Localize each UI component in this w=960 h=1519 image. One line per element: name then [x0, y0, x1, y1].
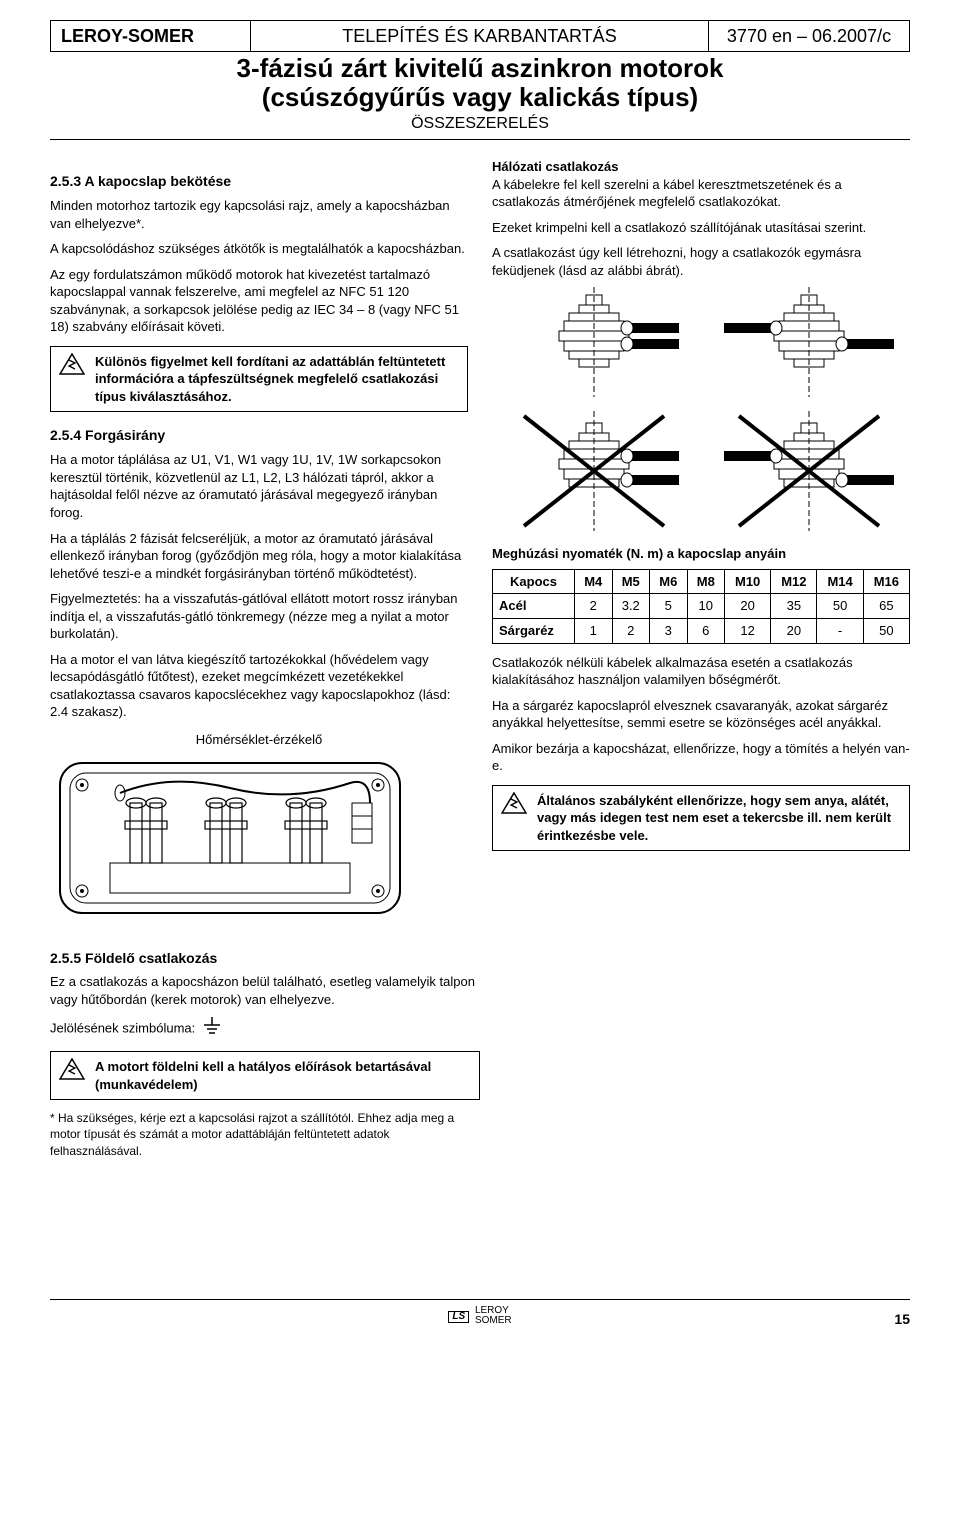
th-m12: M12	[771, 569, 817, 594]
cell: 50	[863, 619, 909, 644]
cell: 10	[687, 594, 725, 619]
cell: 3	[650, 619, 688, 644]
connection-diagram-2	[724, 287, 894, 397]
s255-p2: Jelölésének szimbóluma:	[50, 1017, 480, 1042]
logo-ls-icon: LS	[448, 1311, 469, 1324]
title-line1: 3-fázisú zárt kivitelű aszinkron motorok	[50, 54, 910, 83]
row-brass-label: Sárgaréz	[493, 619, 575, 644]
s255-footnote: * Ha szükséges, kérje ezt a kapcsolási r…	[50, 1110, 480, 1159]
s254-p2: Ha a táplálás 2 fázisát felcseréljük, a …	[50, 530, 468, 583]
after-table-p1: Csatlakozók nélküli kábelek alkalmazása …	[492, 654, 910, 689]
s253-p3: Az egy fordulatszámon működő motorok hat…	[50, 266, 468, 336]
doc-type: TELEPÍTÉS ÉS KARBANTARTÁS	[251, 21, 709, 51]
cell: -	[817, 619, 863, 644]
row-steel-label: Acél	[493, 594, 575, 619]
cell: 35	[771, 594, 817, 619]
warning-ground: A motort földelni kell a hatályos előírá…	[50, 1051, 480, 1100]
ground-icon	[203, 1017, 221, 1042]
th-m4: M4	[575, 569, 613, 594]
th-m5: M5	[612, 569, 650, 594]
cell: 5	[650, 594, 688, 619]
page-footer: LS LEROY SOMER 15	[50, 1299, 910, 1327]
cell: 6	[687, 619, 725, 644]
warning-253: Különös figyelmet kell fordítani az adat…	[50, 346, 468, 413]
warning-ground-text: A motort földelni kell a hatályos előírá…	[95, 1058, 471, 1093]
warning-triangle-icon	[501, 792, 527, 814]
incorrect-connection-diagram-row	[492, 411, 910, 531]
cell: 1	[575, 619, 613, 644]
th-m6: M6	[650, 569, 688, 594]
connection-diagram-1	[509, 287, 679, 397]
table-row: Sárgaréz 1 2 3 6 12 20 - 50	[493, 619, 910, 644]
th-m10: M10	[725, 569, 771, 594]
cell: 2	[612, 619, 650, 644]
th-kapocs: Kapocs	[493, 569, 575, 594]
footer-logo: LS LEROY SOMER	[448, 1306, 511, 1327]
warning-general: Általános szabályként ellenőrizze, hogy …	[492, 785, 910, 852]
cell: 2	[575, 594, 613, 619]
network-p1: A kábelekre fel kell szerelni a kábel ke…	[492, 176, 910, 211]
network-p3: A csatlakozást úgy kell létrehozni, hogy…	[492, 244, 910, 279]
warning-triangle-icon	[59, 353, 85, 375]
heading-254: 2.5.4 Forgásirány	[50, 426, 468, 445]
cell: 20	[725, 594, 771, 619]
network-p2: Ezeket krimpelni kell a csatlakozó száll…	[492, 219, 910, 237]
content-columns: 2.5.3 A kapocslap bekötése Minden motorh…	[50, 158, 910, 922]
after-table-p3: Amikor bezárja a kapocsházat, ellenőrizz…	[492, 740, 910, 775]
cell: 12	[725, 619, 771, 644]
th-m16: M16	[863, 569, 909, 594]
title-section: ÖSSZESZERELÉS	[50, 113, 910, 135]
correct-connection-diagram-row	[492, 287, 910, 397]
cell: 3.2	[612, 594, 650, 619]
warning-general-text: Általános szabályként ellenőrizze, hogy …	[537, 792, 901, 845]
s254-p4: Ha a motor el van látva kiegészítő tarto…	[50, 651, 468, 721]
torque-header-row: Kapocs M4 M5 M6 M8 M10 M12 M14 M16	[493, 569, 910, 594]
doc-ref: 3770 en – 06.2007/c	[709, 21, 909, 51]
s255-p1: Ez a csatlakozás a kapocsházon belül tal…	[50, 973, 480, 1008]
th-m14: M14	[817, 569, 863, 594]
network-heading: Hálózati csatlakozás	[492, 158, 910, 176]
torque-caption: Meghúzási nyomaték (N. m) a kapocslap an…	[492, 545, 910, 563]
wrong-connection-diagram-1	[509, 411, 679, 531]
logo-bottom: SOMER	[475, 1315, 512, 1326]
temperature-sensor-diagram	[50, 753, 468, 923]
heading-253: 2.5.3 A kapocslap bekötése	[50, 172, 468, 191]
section-255: 2.5.5 Földelő csatlakozás Ez a csatlakoz…	[50, 949, 480, 1159]
cell: 50	[817, 594, 863, 619]
wrong-connection-diagram-2	[724, 411, 894, 531]
s255-p2-text: Jelölésének szimbóluma:	[50, 1020, 195, 1035]
right-column: Hálózati csatlakozás A kábelekre fel kel…	[492, 158, 910, 922]
logo-top: LEROY	[475, 1305, 509, 1316]
th-m8: M8	[687, 569, 725, 594]
s254-p3: Figyelmeztetés: ha a visszafutás-gátlóva…	[50, 590, 468, 643]
warning-triangle-icon	[59, 1058, 85, 1080]
page-number: 15	[894, 1310, 910, 1329]
torque-table: Kapocs M4 M5 M6 M8 M10 M12 M14 M16 Acél …	[492, 569, 910, 644]
title-block: 3-fázisú zárt kivitelű aszinkron motorok…	[50, 54, 910, 135]
table-row: Acél 2 3.2 5 10 20 35 50 65	[493, 594, 910, 619]
header-divider	[50, 139, 910, 140]
heading-255: 2.5.5 Földelő csatlakozás	[50, 949, 480, 968]
s254-p1: Ha a motor táplálása az U1, V1, W1 vagy …	[50, 451, 468, 521]
title-line2: (csúszógyűrűs vagy kalickás típus)	[50, 83, 910, 112]
s253-p2: A kapcsolódáshoz szükséges átkötők is me…	[50, 240, 468, 258]
cell: 65	[863, 594, 909, 619]
sensor-label: Hőmérséklet-érzékelő	[50, 731, 468, 749]
left-column: 2.5.3 A kapocslap bekötése Minden motorh…	[50, 158, 468, 922]
doc-header: LEROY-SOMER TELEPÍTÉS ÉS KARBANTARTÁS 37…	[50, 20, 910, 52]
s253-p1: Minden motorhoz tartozik egy kapcsolási …	[50, 197, 468, 232]
warning-253-text: Különös figyelmet kell fordítani az adat…	[95, 353, 459, 406]
after-table-p2: Ha a sárgaréz kapocslapról elvesznek csa…	[492, 697, 910, 732]
cell: 20	[771, 619, 817, 644]
brand: LEROY-SOMER	[51, 21, 251, 51]
